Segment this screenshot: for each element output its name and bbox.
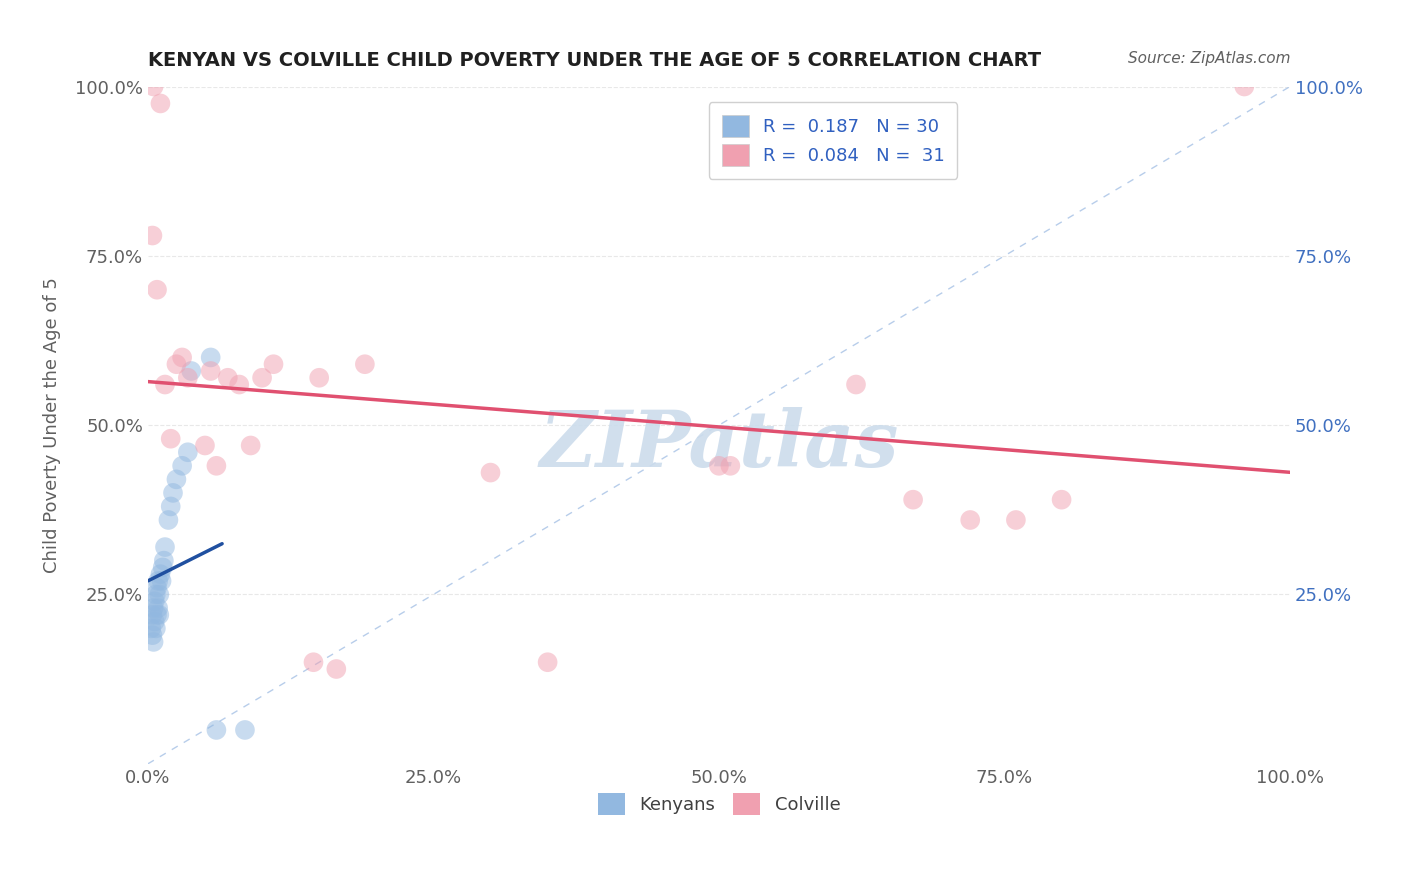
Point [718, 458, 741, 473]
Point [194, 438, 217, 452]
Point [177, 445, 200, 459]
Point [177, 370, 200, 384]
Point [536, 655, 558, 669]
Point [142, 601, 165, 615]
Point [263, 357, 285, 371]
Point [146, 601, 169, 615]
Point [148, 607, 170, 622]
Point [354, 357, 377, 371]
Point [162, 486, 184, 500]
Point [143, 615, 166, 629]
Point [217, 370, 239, 384]
Point [146, 581, 169, 595]
Point [149, 567, 172, 582]
Point [148, 587, 170, 601]
Point [1233, 79, 1256, 94]
Point [146, 283, 169, 297]
Point [959, 513, 981, 527]
Point [142, 635, 165, 649]
Point [145, 621, 167, 635]
Point [141, 628, 163, 642]
Point [146, 607, 169, 622]
Point [150, 574, 173, 588]
Point [141, 228, 163, 243]
Point [159, 500, 181, 514]
Point [165, 472, 187, 486]
Point [145, 587, 167, 601]
Text: ZIPatlas: ZIPatlas [540, 408, 898, 483]
Point [479, 466, 502, 480]
Point [143, 594, 166, 608]
Legend: Kenyans, Colville: Kenyans, Colville [591, 786, 848, 822]
Point [172, 351, 194, 365]
Text: Source: ZipAtlas.com: Source: ZipAtlas.com [1128, 51, 1291, 66]
Point [180, 364, 202, 378]
Point [233, 723, 256, 737]
Point [1050, 492, 1073, 507]
Point [845, 377, 868, 392]
Point [153, 540, 176, 554]
Point [153, 377, 176, 392]
Point [302, 655, 325, 669]
Point [1005, 513, 1028, 527]
Point [707, 458, 730, 473]
Point [153, 554, 176, 568]
Point [205, 458, 228, 473]
Point [228, 377, 250, 392]
Point [250, 370, 273, 384]
Point [165, 357, 187, 371]
Point [149, 96, 172, 111]
Point [141, 621, 163, 635]
Point [239, 438, 262, 452]
Point [141, 607, 163, 622]
Point [308, 370, 330, 384]
Point [200, 364, 222, 378]
Point [205, 723, 228, 737]
Point [152, 560, 174, 574]
Point [142, 79, 165, 94]
Point [157, 513, 180, 527]
Point [159, 432, 181, 446]
Y-axis label: Child Poverty Under the Age of 5: Child Poverty Under the Age of 5 [44, 277, 60, 573]
Point [200, 351, 222, 365]
Point [172, 458, 194, 473]
Point [325, 662, 347, 676]
Point [901, 492, 924, 507]
Point [146, 574, 169, 588]
Text: KENYAN VS COLVILLE CHILD POVERTY UNDER THE AGE OF 5 CORRELATION CHART: KENYAN VS COLVILLE CHILD POVERTY UNDER T… [148, 51, 1040, 70]
